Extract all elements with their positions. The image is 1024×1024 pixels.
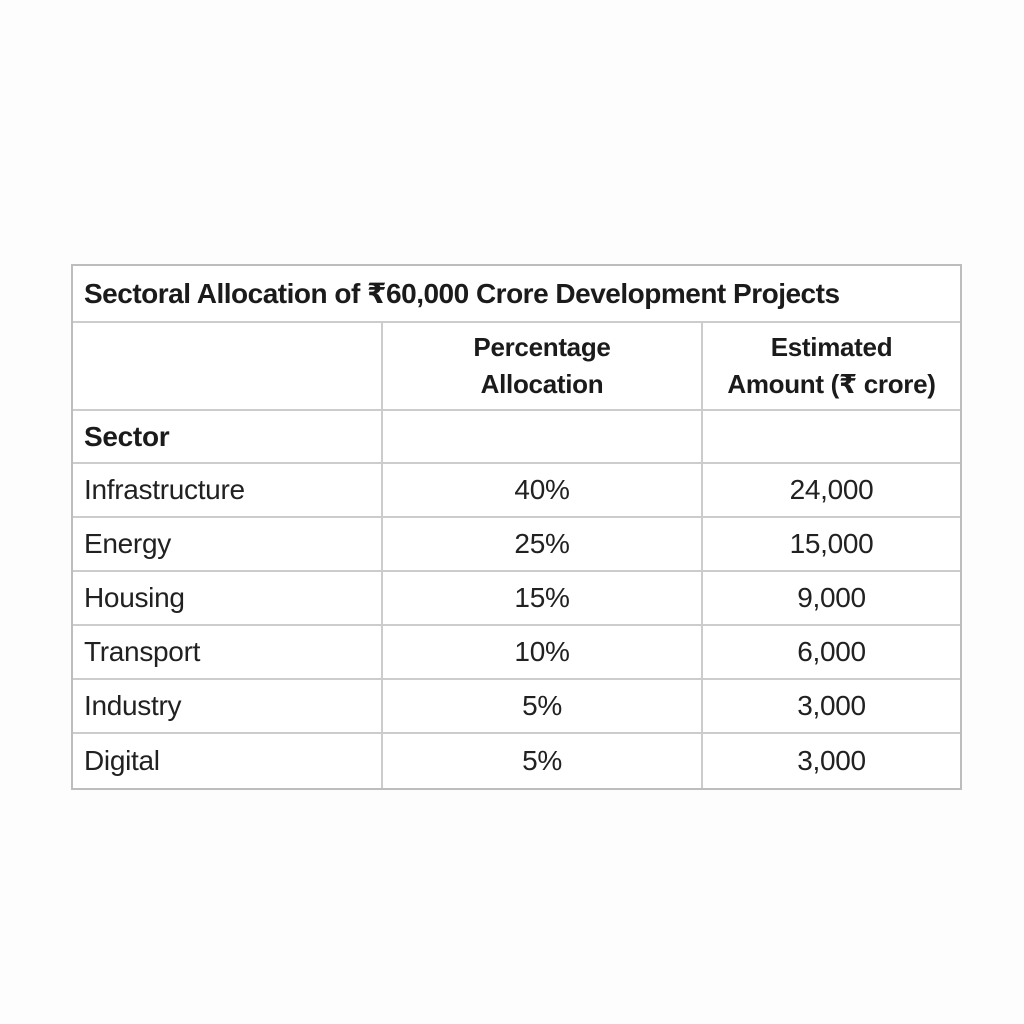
amount-value: 9,000 — [797, 582, 866, 613]
sector-label-row: Sector — [73, 411, 960, 464]
sector-label: Sector — [84, 420, 170, 452]
percentage-value: 15% — [514, 582, 570, 613]
amount-cell: 15,000 — [703, 518, 960, 570]
header-line: Percentage — [473, 332, 611, 362]
amount-value: 3,000 — [797, 690, 866, 721]
percentage-cell: 25% — [383, 518, 703, 570]
sector-cell: Housing — [73, 572, 383, 624]
amount-value: 24,000 — [789, 474, 874, 505]
sector-value: Housing — [84, 582, 185, 613]
table-row-industry: Industry 5% 3,000 — [73, 680, 960, 734]
table-title: Sectoral Allocation of ₹60,000 Crore Dev… — [73, 266, 960, 323]
sector-value: Transport — [84, 636, 201, 667]
percentage-value: 40% — [514, 474, 570, 505]
sectoral-allocation-table: Sectoral Allocation of ₹60,000 Crore Dev… — [71, 264, 962, 790]
sector-cell: Transport — [73, 626, 383, 678]
sector-value: Digital — [84, 745, 160, 776]
empty-cell — [703, 411, 960, 462]
header-line: Amount (₹ crore) — [727, 369, 936, 399]
percentage-value: 5% — [522, 690, 562, 721]
amount-cell: 9,000 — [703, 572, 960, 624]
percentage-cell: 5% — [383, 734, 703, 788]
table-row-energy: Energy 25% 15,000 — [73, 518, 960, 572]
empty-cell — [383, 411, 703, 462]
percentage-value: 10% — [514, 636, 570, 667]
table-row-housing: Housing 15% 9,000 — [73, 572, 960, 626]
percentage-cell: 5% — [383, 680, 703, 732]
amount-cell: 24,000 — [703, 464, 960, 516]
sector-cell: Infrastructure — [73, 464, 383, 516]
table-row-digital: Digital 5% 3,000 — [73, 734, 960, 788]
percentage-cell: 10% — [383, 626, 703, 678]
table-header-row: Percentage Allocation Estimated Amount (… — [73, 323, 960, 411]
amount-value: 6,000 — [797, 636, 866, 667]
header-cell-empty — [73, 323, 383, 409]
percentage-cell: 15% — [383, 572, 703, 624]
amount-cell: 3,000 — [703, 734, 960, 788]
sector-cell: Energy — [73, 518, 383, 570]
amount-value: 15,000 — [789, 528, 874, 559]
sector-cell: Industry — [73, 680, 383, 732]
column-header-percentage-allocation: Percentage Allocation — [383, 323, 703, 409]
table-row-transport: Transport 10% 6,000 — [73, 626, 960, 680]
amount-value: 3,000 — [797, 745, 866, 776]
column-header-sector: Sector — [73, 411, 383, 462]
sector-value: Infrastructure — [84, 474, 245, 505]
header-line: Allocation — [480, 369, 604, 399]
sector-cell: Digital — [73, 734, 383, 788]
header-line: Estimated — [770, 332, 893, 362]
table-row-infrastructure: Infrastructure 40% 24,000 — [73, 464, 960, 518]
column-header-estimated-amount: Estimated Amount (₹ crore) — [703, 323, 960, 409]
amount-cell: 3,000 — [703, 680, 960, 732]
sector-value: Industry — [84, 690, 182, 721]
amount-cell: 6,000 — [703, 626, 960, 678]
percentage-value: 25% — [514, 528, 570, 559]
percentage-cell: 40% — [383, 464, 703, 516]
sector-value: Energy — [84, 528, 171, 559]
percentage-value: 5% — [522, 745, 562, 776]
